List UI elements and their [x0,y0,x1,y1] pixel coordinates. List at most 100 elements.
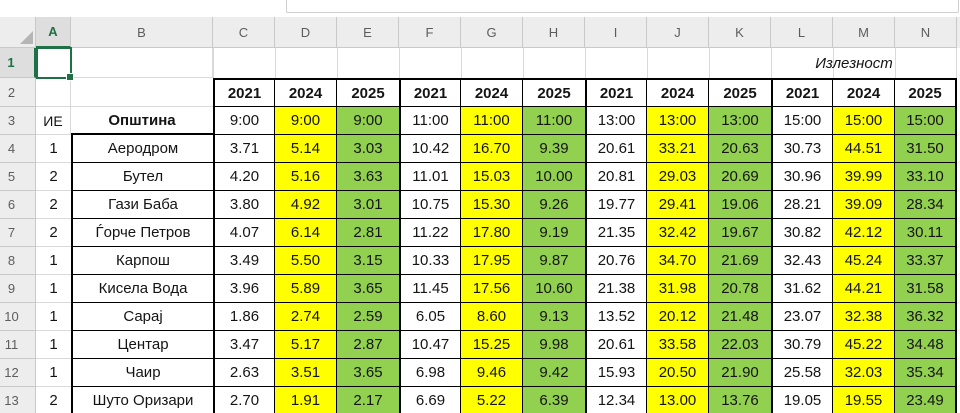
cell-H7[interactable]: 9.19 [523,219,585,247]
cell-E13[interactable]: 2.17 [337,387,399,413]
cell-C6[interactable]: 3.80 [213,191,275,219]
cell-I8[interactable]: 20.76 [585,247,647,275]
cell-M6[interactable]: 39.09 [833,191,895,219]
row-header-12[interactable]: 12 [0,359,36,387]
cell-D8[interactable]: 5.50 [275,247,337,275]
cell-N3[interactable]: 15:00 [895,107,957,135]
cell-K12[interactable]: 21.90 [709,359,771,387]
cell-D5[interactable]: 5.16 [275,163,337,191]
cell-I7[interactable]: 21.35 [585,219,647,247]
cell-C8[interactable]: 3.49 [213,247,275,275]
cell-N2[interactable]: 2025 [895,78,957,107]
column-header-H[interactable]: H [523,17,585,48]
cell-K2[interactable]: 2025 [709,78,771,107]
cell-L11[interactable]: 30.79 [771,331,833,359]
cell-B8[interactable]: Карпош [71,247,213,275]
row-header-10[interactable]: 10 [0,303,36,331]
column-header-D[interactable]: D [275,17,337,48]
cell-C10[interactable]: 1.86 [213,303,275,331]
cell-B4[interactable]: Аеродром [71,135,213,163]
cell-I6[interactable]: 19.77 [585,191,647,219]
cell-G6[interactable]: 15.30 [461,191,523,219]
cell-M11[interactable]: 45.22 [833,331,895,359]
cell-H6[interactable]: 9.26 [523,191,585,219]
cell-I11[interactable]: 20.61 [585,331,647,359]
cell-M10[interactable]: 32.38 [833,303,895,331]
cell-E7[interactable]: 2.81 [337,219,399,247]
cell-H11[interactable]: 9.98 [523,331,585,359]
cell-F4[interactable]: 10.42 [399,135,461,163]
cell-K10[interactable]: 21.48 [709,303,771,331]
cell-N9[interactable]: 31.58 [895,275,957,303]
column-header-J[interactable]: J [647,17,709,48]
cell-A9[interactable]: 1 [36,275,71,303]
cell-N6[interactable]: 28.34 [895,191,957,219]
cell-M5[interactable]: 39.99 [833,163,895,191]
cell-G8[interactable]: 17.95 [461,247,523,275]
cell-G3[interactable]: 11:00 [461,107,523,135]
cell-L2[interactable]: 2021 [771,78,833,107]
row-header-2[interactable]: 2 [0,78,36,107]
cell-H3[interactable]: 11:00 [523,107,585,135]
cell-J10[interactable]: 20.12 [647,303,709,331]
row-header-4[interactable]: 4 [0,135,36,163]
row-header-6[interactable]: 6 [0,191,36,219]
cell-I13[interactable]: 12.34 [585,387,647,413]
cell-C11[interactable]: 3.47 [213,331,275,359]
cell-A6[interactable]: 2 [36,191,71,219]
cell-A12[interactable]: 1 [36,359,71,387]
cell-E5[interactable]: 3.63 [337,163,399,191]
cell-B9[interactable]: Кисела Вода [71,275,213,303]
cell-A3[interactable]: ИЕ [36,107,71,135]
cell-C9[interactable]: 3.96 [213,275,275,303]
cell-K4[interactable]: 20.63 [709,135,771,163]
cell-L8[interactable]: 32.43 [771,247,833,275]
cell-L3[interactable]: 15:00 [771,107,833,135]
row-header-11[interactable]: 11 [0,331,36,359]
row-header-8[interactable]: 8 [0,247,36,275]
cell-J9[interactable]: 31.98 [647,275,709,303]
cell-I4[interactable]: 20.61 [585,135,647,163]
cell-L9[interactable]: 31.62 [771,275,833,303]
cell-B2[interactable] [71,78,213,107]
cell-F2[interactable]: 2021 [399,78,461,107]
cell-N4[interactable]: 31.50 [895,135,957,163]
cell-N12[interactable]: 35.34 [895,359,957,387]
cell-G12[interactable]: 9.46 [461,359,523,387]
cell-G9[interactable]: 17.56 [461,275,523,303]
cell-G11[interactable]: 15.25 [461,331,523,359]
row-header-3[interactable]: 3 [0,107,36,135]
cell-H4[interactable]: 9.39 [523,135,585,163]
cell-C7[interactable]: 4.07 [213,219,275,247]
cell-D11[interactable]: 5.17 [275,331,337,359]
cell-D4[interactable]: 5.14 [275,135,337,163]
formula-bar-input[interactable] [286,0,959,13]
cell-H8[interactable]: 9.87 [523,247,585,275]
cell-N5[interactable]: 33.10 [895,163,957,191]
cell-B3[interactable]: Општина [71,107,213,135]
cell-E4[interactable]: 3.03 [337,135,399,163]
cell-A11[interactable]: 1 [36,331,71,359]
cell-K11[interactable]: 22.03 [709,331,771,359]
cell-D10[interactable]: 2.74 [275,303,337,331]
cell-L13[interactable]: 19.05 [771,387,833,413]
cell-J7[interactable]: 32.42 [647,219,709,247]
cell-N8[interactable]: 33.37 [895,247,957,275]
cell-B5[interactable]: Бутел [71,163,213,191]
row-header-13[interactable]: 13 [0,387,36,413]
cell-B12[interactable]: Чаир [71,359,213,387]
column-header-K[interactable]: K [709,17,771,48]
column-header-A[interactable]: A [36,17,71,48]
cell-B6[interactable]: Гази Баба [71,191,213,219]
column-header-F[interactable]: F [399,17,461,48]
cell-M1-turnout-label[interactable]: Излезност [815,54,893,72]
cell-J11[interactable]: 33.58 [647,331,709,359]
cell-C4[interactable]: 3.71 [213,135,275,163]
cell-L5[interactable]: 30.96 [771,163,833,191]
cell-C13[interactable]: 2.70 [213,387,275,413]
cell-A7[interactable]: 2 [36,219,71,247]
cell-K13[interactable]: 13.76 [709,387,771,413]
cell-G2[interactable]: 2024 [461,78,523,107]
cell-M3[interactable]: 15:00 [833,107,895,135]
cell-F10[interactable]: 6.05 [399,303,461,331]
